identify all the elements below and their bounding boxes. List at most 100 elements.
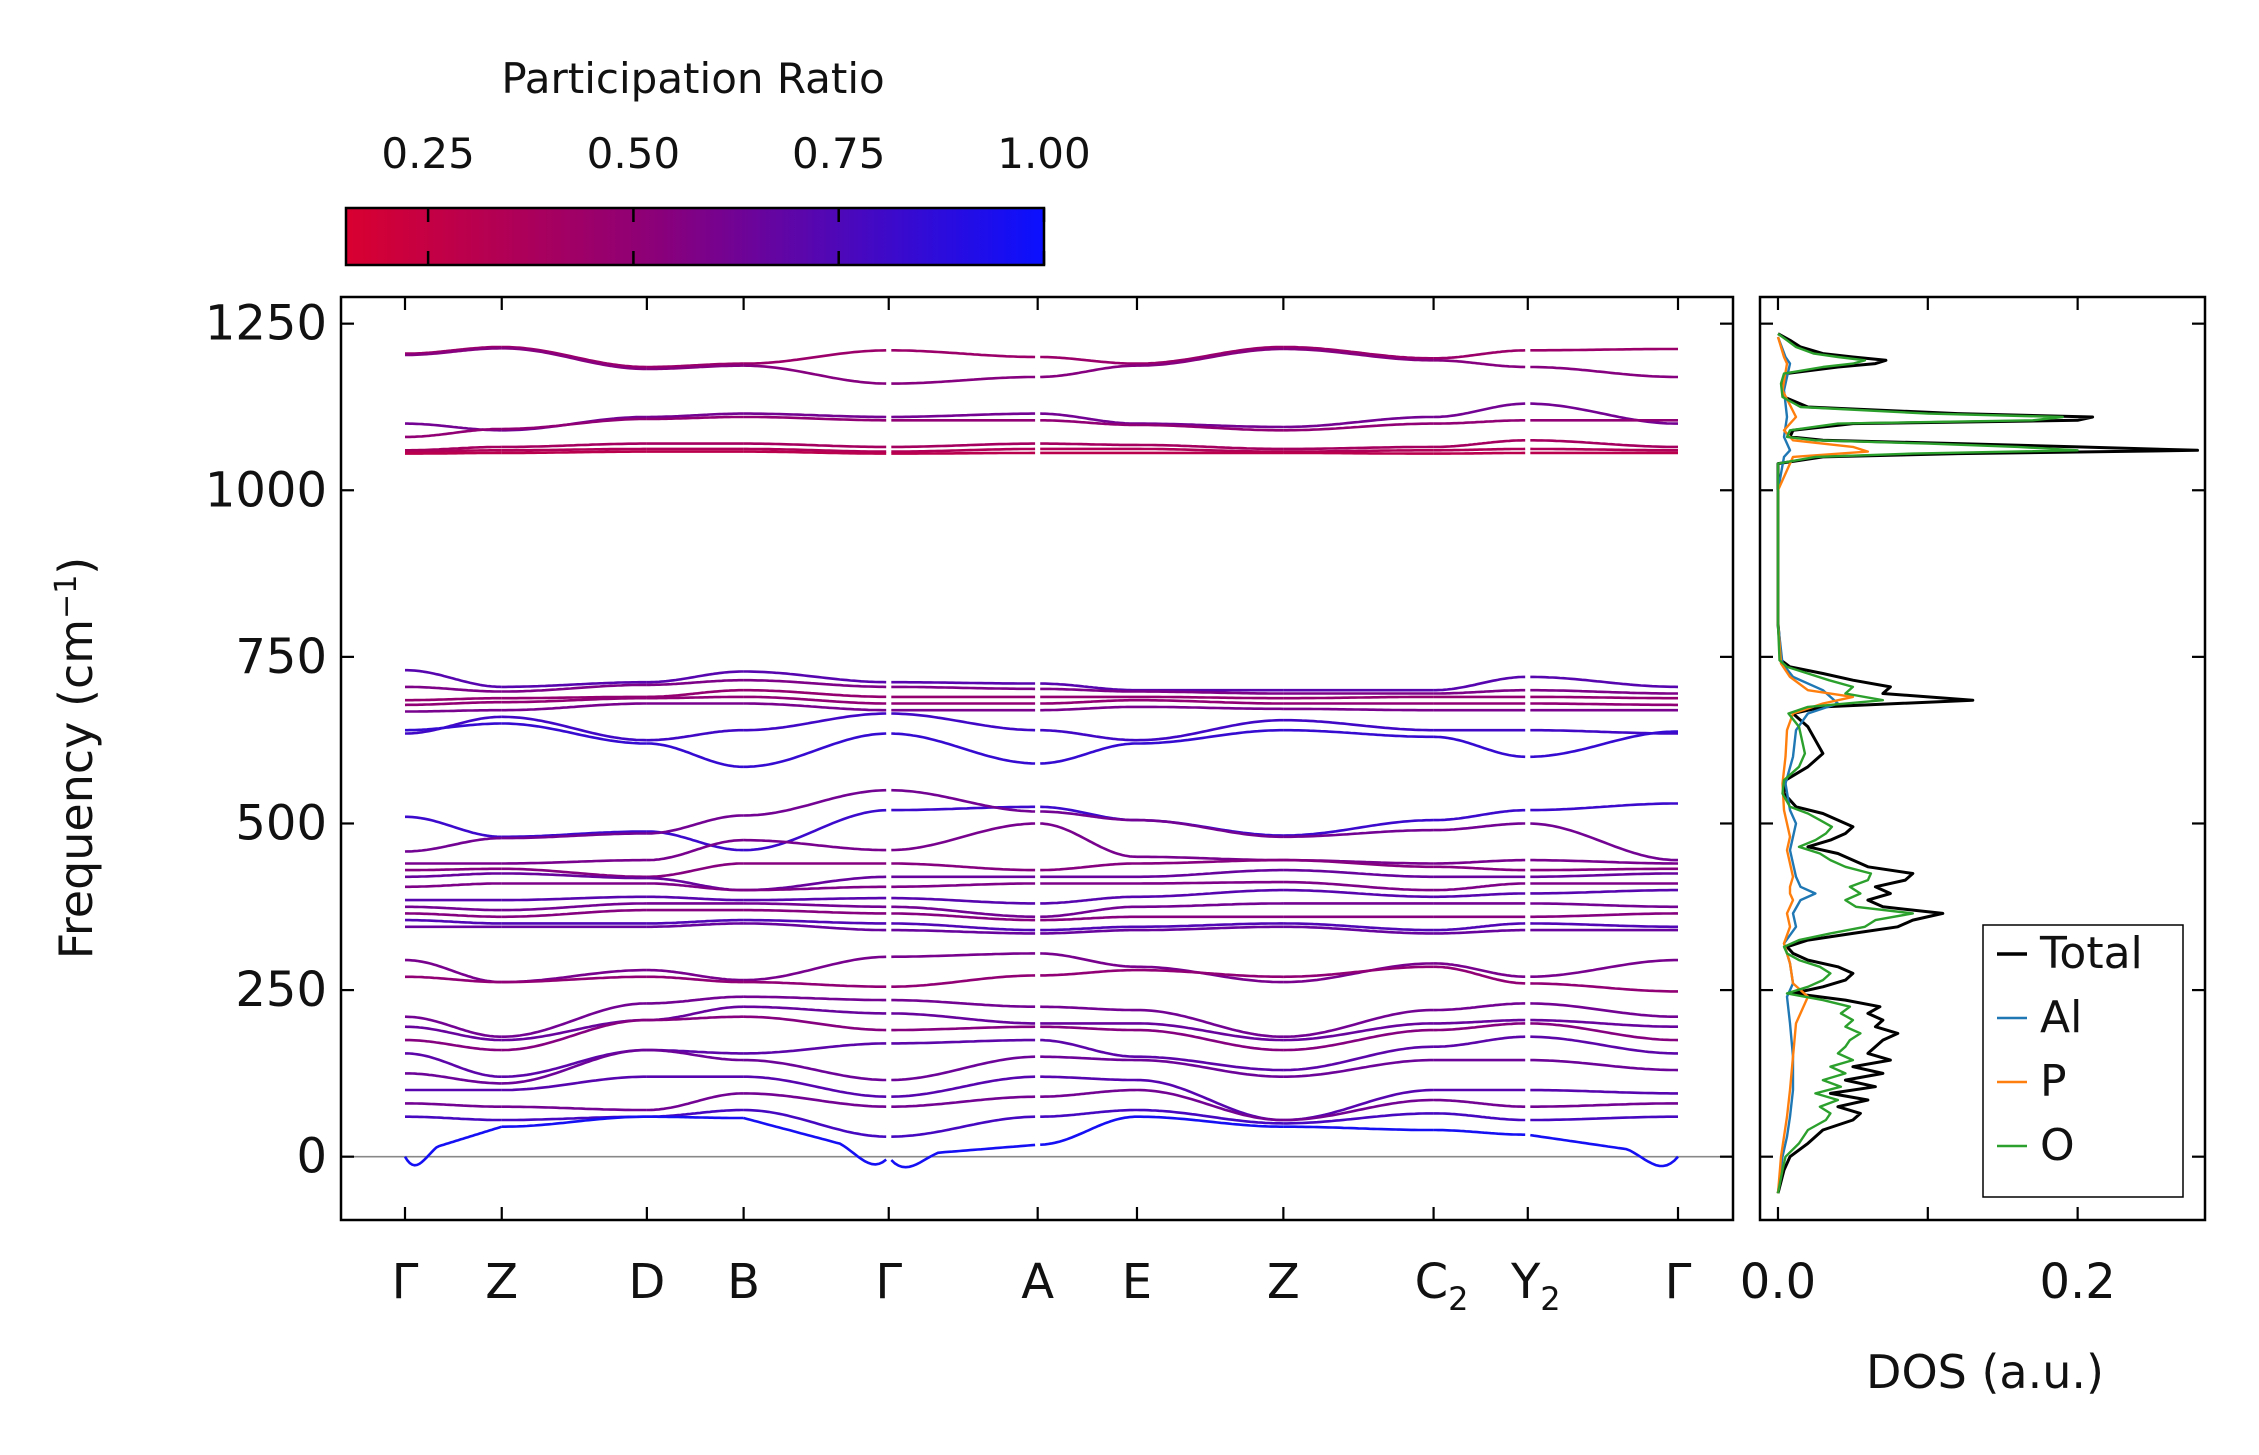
band-line (1433, 822, 1526, 832)
band-line (1137, 347, 1284, 367)
band-line (1433, 447, 1526, 452)
band-line (1433, 1022, 1526, 1032)
band-line (1040, 742, 1137, 765)
y-tick-label: 250 (235, 962, 327, 1018)
band-line (1530, 447, 1678, 452)
band-line (501, 867, 647, 879)
band-line (646, 918, 744, 925)
band-line (891, 1055, 1036, 1082)
band-line (646, 838, 744, 862)
band-line (646, 968, 744, 982)
dos-panel: 0.0 0.2 DOS (a.u.) Total Al PO (1740, 295, 2207, 1399)
band-line (743, 415, 887, 422)
band-line (405, 449, 502, 453)
band-line (743, 995, 887, 1002)
legend-label-al: Al (2040, 992, 2082, 1043)
band-line (1433, 359, 1526, 369)
band-plot-frame (339, 295, 1735, 1222)
band-line (501, 702, 647, 712)
band-line (1137, 1008, 1284, 1038)
band-line (743, 980, 887, 988)
band-line (1530, 402, 1678, 425)
band-line (891, 1025, 1036, 1032)
band-line (1530, 912, 1678, 919)
band-line (405, 451, 502, 455)
colorbar-tick-label: 0.75 (792, 129, 886, 178)
band-line (1040, 698, 1137, 705)
band-line (1530, 822, 1678, 862)
band-line (1433, 1098, 1526, 1108)
band-line (646, 1015, 744, 1022)
band-line (1136, 818, 1284, 839)
band-line (1137, 690, 1284, 695)
band-line (743, 896, 887, 902)
band-line (891, 862, 1036, 872)
band-line (1433, 882, 1526, 892)
band-line (1137, 1022, 1284, 1042)
band-line (1283, 1045, 1434, 1072)
band-line (1433, 892, 1526, 899)
band-line (1040, 895, 1137, 905)
band-line (405, 918, 502, 925)
band-line (891, 412, 1036, 419)
band-line (405, 872, 502, 879)
band-line (1040, 1088, 1138, 1098)
y-tick-label: 500 (235, 795, 327, 851)
band-line (1433, 965, 1526, 985)
band-line (501, 450, 647, 455)
band-line (1530, 922, 1678, 929)
band-line (743, 918, 887, 925)
band-line (501, 447, 647, 452)
high-symmetry-label: C2 (1415, 1254, 1469, 1318)
band-line (646, 922, 744, 929)
band-line (891, 896, 1036, 905)
band-line (1040, 412, 1137, 425)
band-line (1283, 965, 1434, 979)
band-line (891, 1075, 1036, 1098)
band-line (1040, 805, 1137, 822)
band-line (1137, 925, 1284, 932)
band-line (891, 952, 1036, 959)
band-line (1530, 958, 1678, 978)
band-line (1040, 705, 1137, 712)
band-line (1433, 1112, 1526, 1122)
band-line (743, 732, 887, 769)
band-line (1040, 1115, 1137, 1146)
band-line (891, 805, 1036, 812)
band-line (1137, 423, 1284, 432)
band-line (891, 882, 1036, 889)
band-line (1137, 1078, 1284, 1122)
band-line (1530, 888, 1678, 895)
band-line (743, 1042, 887, 1055)
band-line (501, 680, 647, 689)
band-line (646, 814, 744, 835)
band-line (891, 447, 1036, 453)
band-line (646, 1048, 744, 1062)
band-line (1530, 695, 1678, 700)
band-line (743, 1092, 887, 1108)
band-line (1283, 818, 1434, 837)
high-symmetry-label: Y2 (1510, 1254, 1561, 1318)
band-line (891, 928, 1036, 935)
band-line (646, 1115, 744, 1120)
band-line (501, 683, 647, 693)
band-line (501, 417, 647, 431)
band-line (405, 912, 502, 919)
band-line (405, 715, 502, 735)
band-line (405, 905, 502, 912)
colorbar: Participation Ratio 0.25 0.50 0.75 1.00 (344, 54, 1091, 267)
band-line (1137, 345, 1284, 365)
band-line (743, 712, 887, 732)
band-line (405, 815, 502, 839)
band-line (891, 451, 1036, 455)
legend-label-total: Total (2039, 928, 2143, 979)
y-tick-label: 1250 (205, 296, 327, 352)
band-line (501, 442, 647, 449)
band-line (501, 895, 647, 902)
band-line (1283, 445, 1434, 451)
band-line (743, 908, 887, 915)
band-line (743, 678, 887, 689)
band-line (743, 1116, 887, 1166)
band-line (646, 1092, 744, 1112)
band-line (743, 364, 887, 385)
